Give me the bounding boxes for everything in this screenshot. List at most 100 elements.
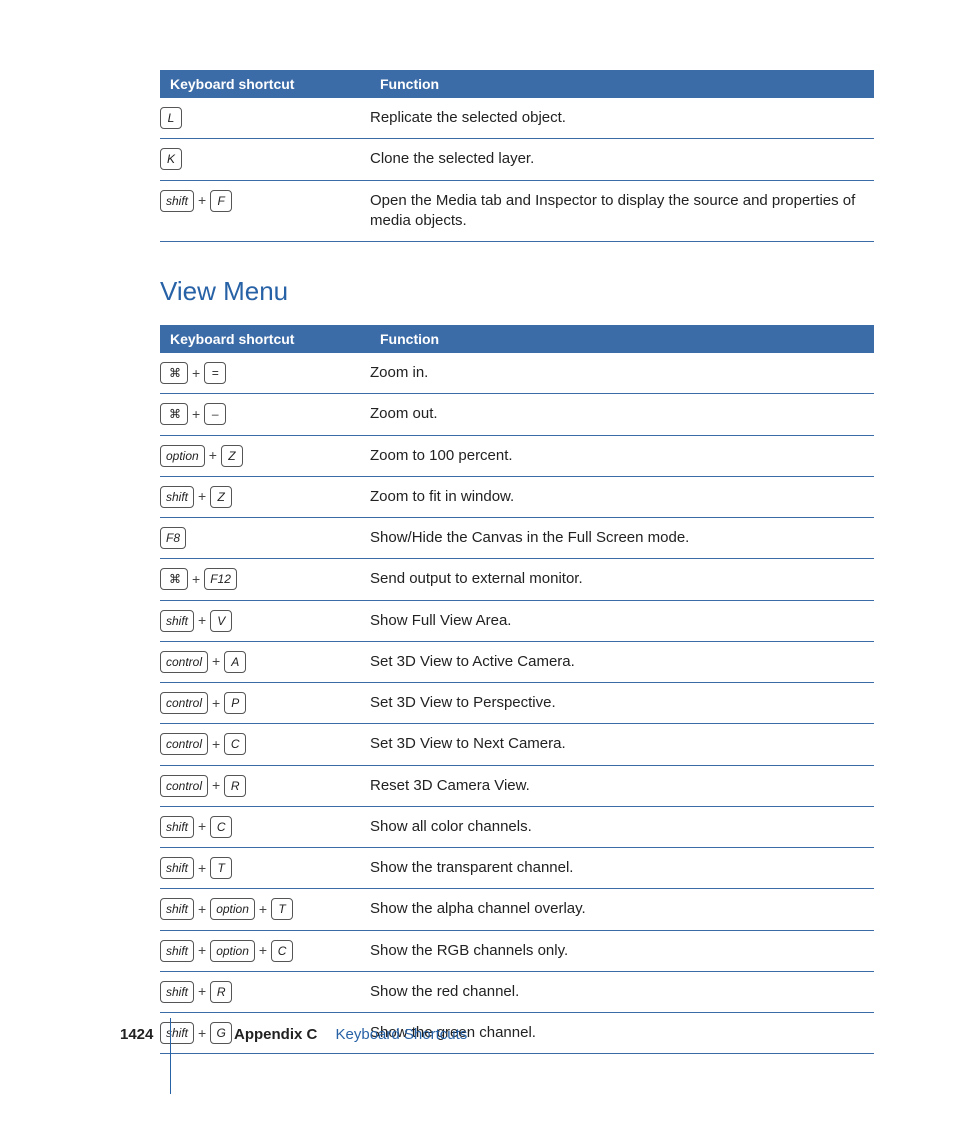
keycap: F [210, 190, 232, 212]
table-row: LReplicate the selected object. [160, 98, 874, 139]
table-row: ⌘+=Zoom in. [160, 353, 874, 394]
shortcut-cell: shift+T [160, 848, 370, 889]
table-row: shift+option+TShow the alpha channel ove… [160, 889, 874, 930]
function-cell: Zoom in. [370, 353, 874, 394]
function-cell: Zoom to 100 percent. [370, 435, 874, 476]
page-footer: 1424 Appendix C Keyboard Shortcuts [0, 1024, 954, 1064]
function-cell: Replicate the selected object. [370, 98, 874, 139]
keycap: C [271, 940, 293, 962]
keycap: control [160, 651, 208, 673]
table-row: control+ASet 3D View to Active Camera. [160, 641, 874, 682]
plus-icon: + [198, 487, 206, 506]
keycap: shift [160, 190, 194, 212]
col-header-function: Function [370, 325, 874, 353]
shortcut-cell: shift+F [160, 180, 370, 242]
keycap: P [224, 692, 246, 714]
table-row: shift+FOpen the Media tab and Inspector … [160, 180, 874, 242]
table-row: shift+TShow the transparent channel. [160, 848, 874, 889]
plus-icon: + [259, 941, 267, 960]
function-cell: Show/Hide the Canvas in the Full Screen … [370, 518, 874, 559]
function-cell: Show the RGB channels only. [370, 930, 874, 971]
shortcut-cell: control+C [160, 724, 370, 765]
keycap: shift [160, 816, 194, 838]
plus-icon: + [198, 859, 206, 878]
footer-rule [170, 1018, 171, 1094]
shortcut-cell: shift+option+C [160, 930, 370, 971]
keycap: shift [160, 486, 194, 508]
table-row: KClone the selected layer. [160, 139, 874, 180]
shortcut-cell: control+A [160, 641, 370, 682]
function-cell: Set 3D View to Next Camera. [370, 724, 874, 765]
shortcut-cell: shift+Z [160, 476, 370, 517]
plus-icon: + [192, 570, 200, 589]
page: Keyboard shortcut Function LReplicate th… [0, 0, 954, 1100]
table-row: F8 Show/Hide the Canvas in the Full Scree… [160, 518, 874, 559]
plus-icon: + [198, 900, 206, 919]
table-row: ⌘+F12Send output to external monitor. [160, 559, 874, 600]
keycap: V [210, 610, 232, 632]
function-cell: Open the Media tab and Inspector to disp… [370, 180, 874, 242]
table-row: shift+option+CShow the RGB channels only… [160, 930, 874, 971]
view-menu-shortcut-table: Keyboard shortcut Function ⌘+=Zoom in. ⌘… [160, 325, 874, 1054]
shortcut-cell: shift+V [160, 600, 370, 641]
plus-icon: + [198, 941, 206, 960]
keycap: shift [160, 898, 194, 920]
shortcut-cell: shift+C [160, 806, 370, 847]
function-cell: Show the transparent channel. [370, 848, 874, 889]
keycap: T [210, 857, 232, 879]
shortcut-cell: ⌘+= [160, 353, 370, 394]
shortcut-cell: ⌘+– [160, 394, 370, 435]
keycap: shift [160, 610, 194, 632]
function-cell: Clone the selected layer. [370, 139, 874, 180]
plus-icon: + [212, 652, 220, 671]
function-cell: Set 3D View to Perspective. [370, 683, 874, 724]
keycap: A [224, 651, 246, 673]
plus-icon: + [192, 364, 200, 383]
table-row: shift+RShow the red channel. [160, 971, 874, 1012]
function-cell: Zoom to fit in window. [370, 476, 874, 517]
shortcut-cell: shift+option+T [160, 889, 370, 930]
keycap: control [160, 692, 208, 714]
col-header-function: Function [370, 70, 874, 98]
function-cell: Show the alpha channel overlay. [370, 889, 874, 930]
shortcut-cell: control+R [160, 765, 370, 806]
keycap: F12 [204, 568, 237, 590]
shortcut-cell: F8 [160, 518, 370, 559]
keycap: R [210, 981, 232, 1003]
keycap: C [224, 733, 246, 755]
top-table-body: LReplicate the selected object.KClone th… [160, 98, 874, 242]
col-header-shortcut: Keyboard shortcut [160, 70, 370, 98]
plus-icon: + [259, 900, 267, 919]
col-header-shortcut: Keyboard shortcut [160, 325, 370, 353]
plus-icon: + [198, 982, 206, 1001]
appendix-label: Appendix C [234, 1026, 317, 1043]
keycap: ⌘ [160, 403, 188, 425]
view-table-body: ⌘+=Zoom in. ⌘+–Zoom out.option+ZZoom to … [160, 353, 874, 1054]
plus-icon: + [198, 191, 206, 210]
function-cell: Set 3D View to Active Camera. [370, 641, 874, 682]
table-row: control+RReset 3D Camera View. [160, 765, 874, 806]
table-row: control+CSet 3D View to Next Camera. [160, 724, 874, 765]
keycap: F8 [160, 527, 186, 549]
keycap: ⌘ [160, 568, 188, 590]
function-cell: Show Full View Area. [370, 600, 874, 641]
keycap: R [224, 775, 246, 797]
table-row: ⌘+–Zoom out. [160, 394, 874, 435]
appendix-title: Keyboard Shortcuts [336, 1026, 468, 1043]
table-row: shift+ZZoom to fit in window. [160, 476, 874, 517]
plus-icon: + [212, 694, 220, 713]
plus-icon: + [198, 611, 206, 630]
footer-appendix: Appendix C Keyboard Shortcuts [234, 1026, 467, 1043]
function-cell: Show the red channel. [370, 971, 874, 1012]
function-cell: Zoom out. [370, 394, 874, 435]
table-row: shift+VShow Full View Area. [160, 600, 874, 641]
plus-icon: + [209, 446, 217, 465]
keycap: option [210, 898, 255, 920]
table-row: control+P Set 3D View to Perspective. [160, 683, 874, 724]
keycap: shift [160, 857, 194, 879]
shortcut-cell: option+Z [160, 435, 370, 476]
function-cell: Show all color channels. [370, 806, 874, 847]
keycap: option [160, 445, 205, 467]
shortcut-cell: ⌘+F12 [160, 559, 370, 600]
keycap: Z [221, 445, 243, 467]
